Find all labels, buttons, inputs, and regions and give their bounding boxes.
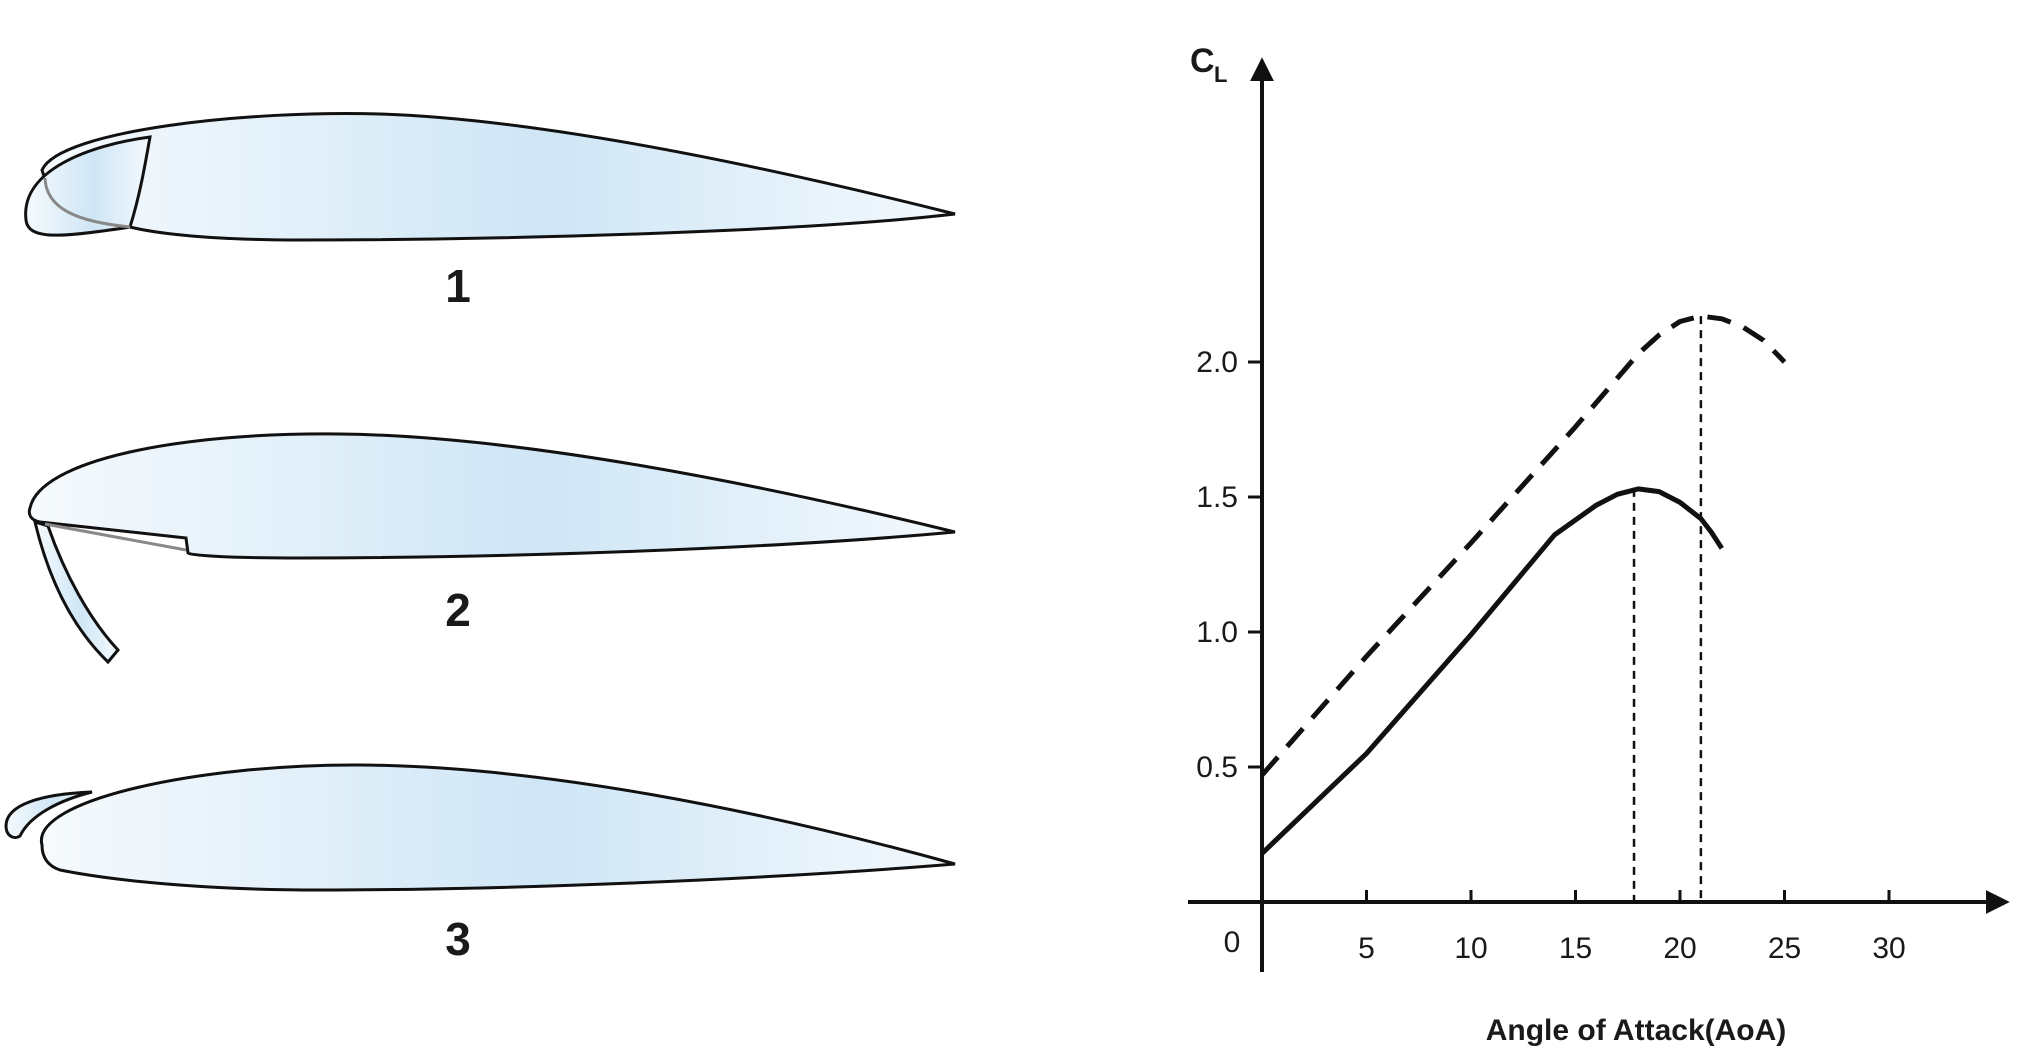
airfoil-3-slat <box>4 790 93 840</box>
axis-ticks: 5 10 15 20 25 30 0.5 1.0 1.5 2.0 <box>1196 346 1905 965</box>
airfoil-3-label: 3 <box>445 913 471 965</box>
lift-curve-solid <box>1260 486 1724 856</box>
lift-curve-chart: C L Angle of Attack(AoA) 0 5 10 15 20 25 30 0.… <box>1188 42 2010 1047</box>
airfoil-2-body <box>27 432 956 560</box>
airfoil-1: 1 <box>24 112 956 312</box>
x-tick-label: 20 <box>1663 932 1696 965</box>
y-tick-label: 2.0 <box>1196 346 1238 379</box>
lift-curve-dashed <box>1260 313 1787 777</box>
airfoil-3-body <box>40 763 956 892</box>
origin-label: 0 <box>1224 926 1241 959</box>
x-tick-label: 25 <box>1768 932 1801 965</box>
x-axis-label: Angle of Attack(AoA) <box>1486 1014 1787 1047</box>
airfoil-2-flap-track <box>44 522 187 552</box>
y-axis-label-subscript: L <box>1214 62 1227 87</box>
x-tick-label: 30 <box>1872 932 1905 965</box>
chart-guides <box>1632 316 1703 902</box>
airfoil-2: 2 <box>27 432 956 665</box>
y-tick-label: 1.0 <box>1196 616 1238 649</box>
airfoil-3: 3 <box>4 763 956 965</box>
airfoil-2-flap <box>32 519 120 665</box>
airfoil-1-flap-hinge <box>43 177 131 229</box>
airfoil-1-krueger-flap <box>24 135 152 237</box>
x-tick-label: 5 <box>1358 932 1375 965</box>
airfoil-2-label: 2 <box>445 584 471 636</box>
y-tick-label: 0.5 <box>1196 751 1238 784</box>
y-axis-label-main: C <box>1190 42 1215 80</box>
chart-series <box>1260 313 1787 856</box>
y-tick-label: 1.5 <box>1196 481 1238 514</box>
x-tick-label: 10 <box>1454 932 1487 965</box>
airfoil-1-body <box>40 112 956 242</box>
x-tick-label: 15 <box>1559 932 1592 965</box>
airfoil-1-label: 1 <box>445 260 471 312</box>
